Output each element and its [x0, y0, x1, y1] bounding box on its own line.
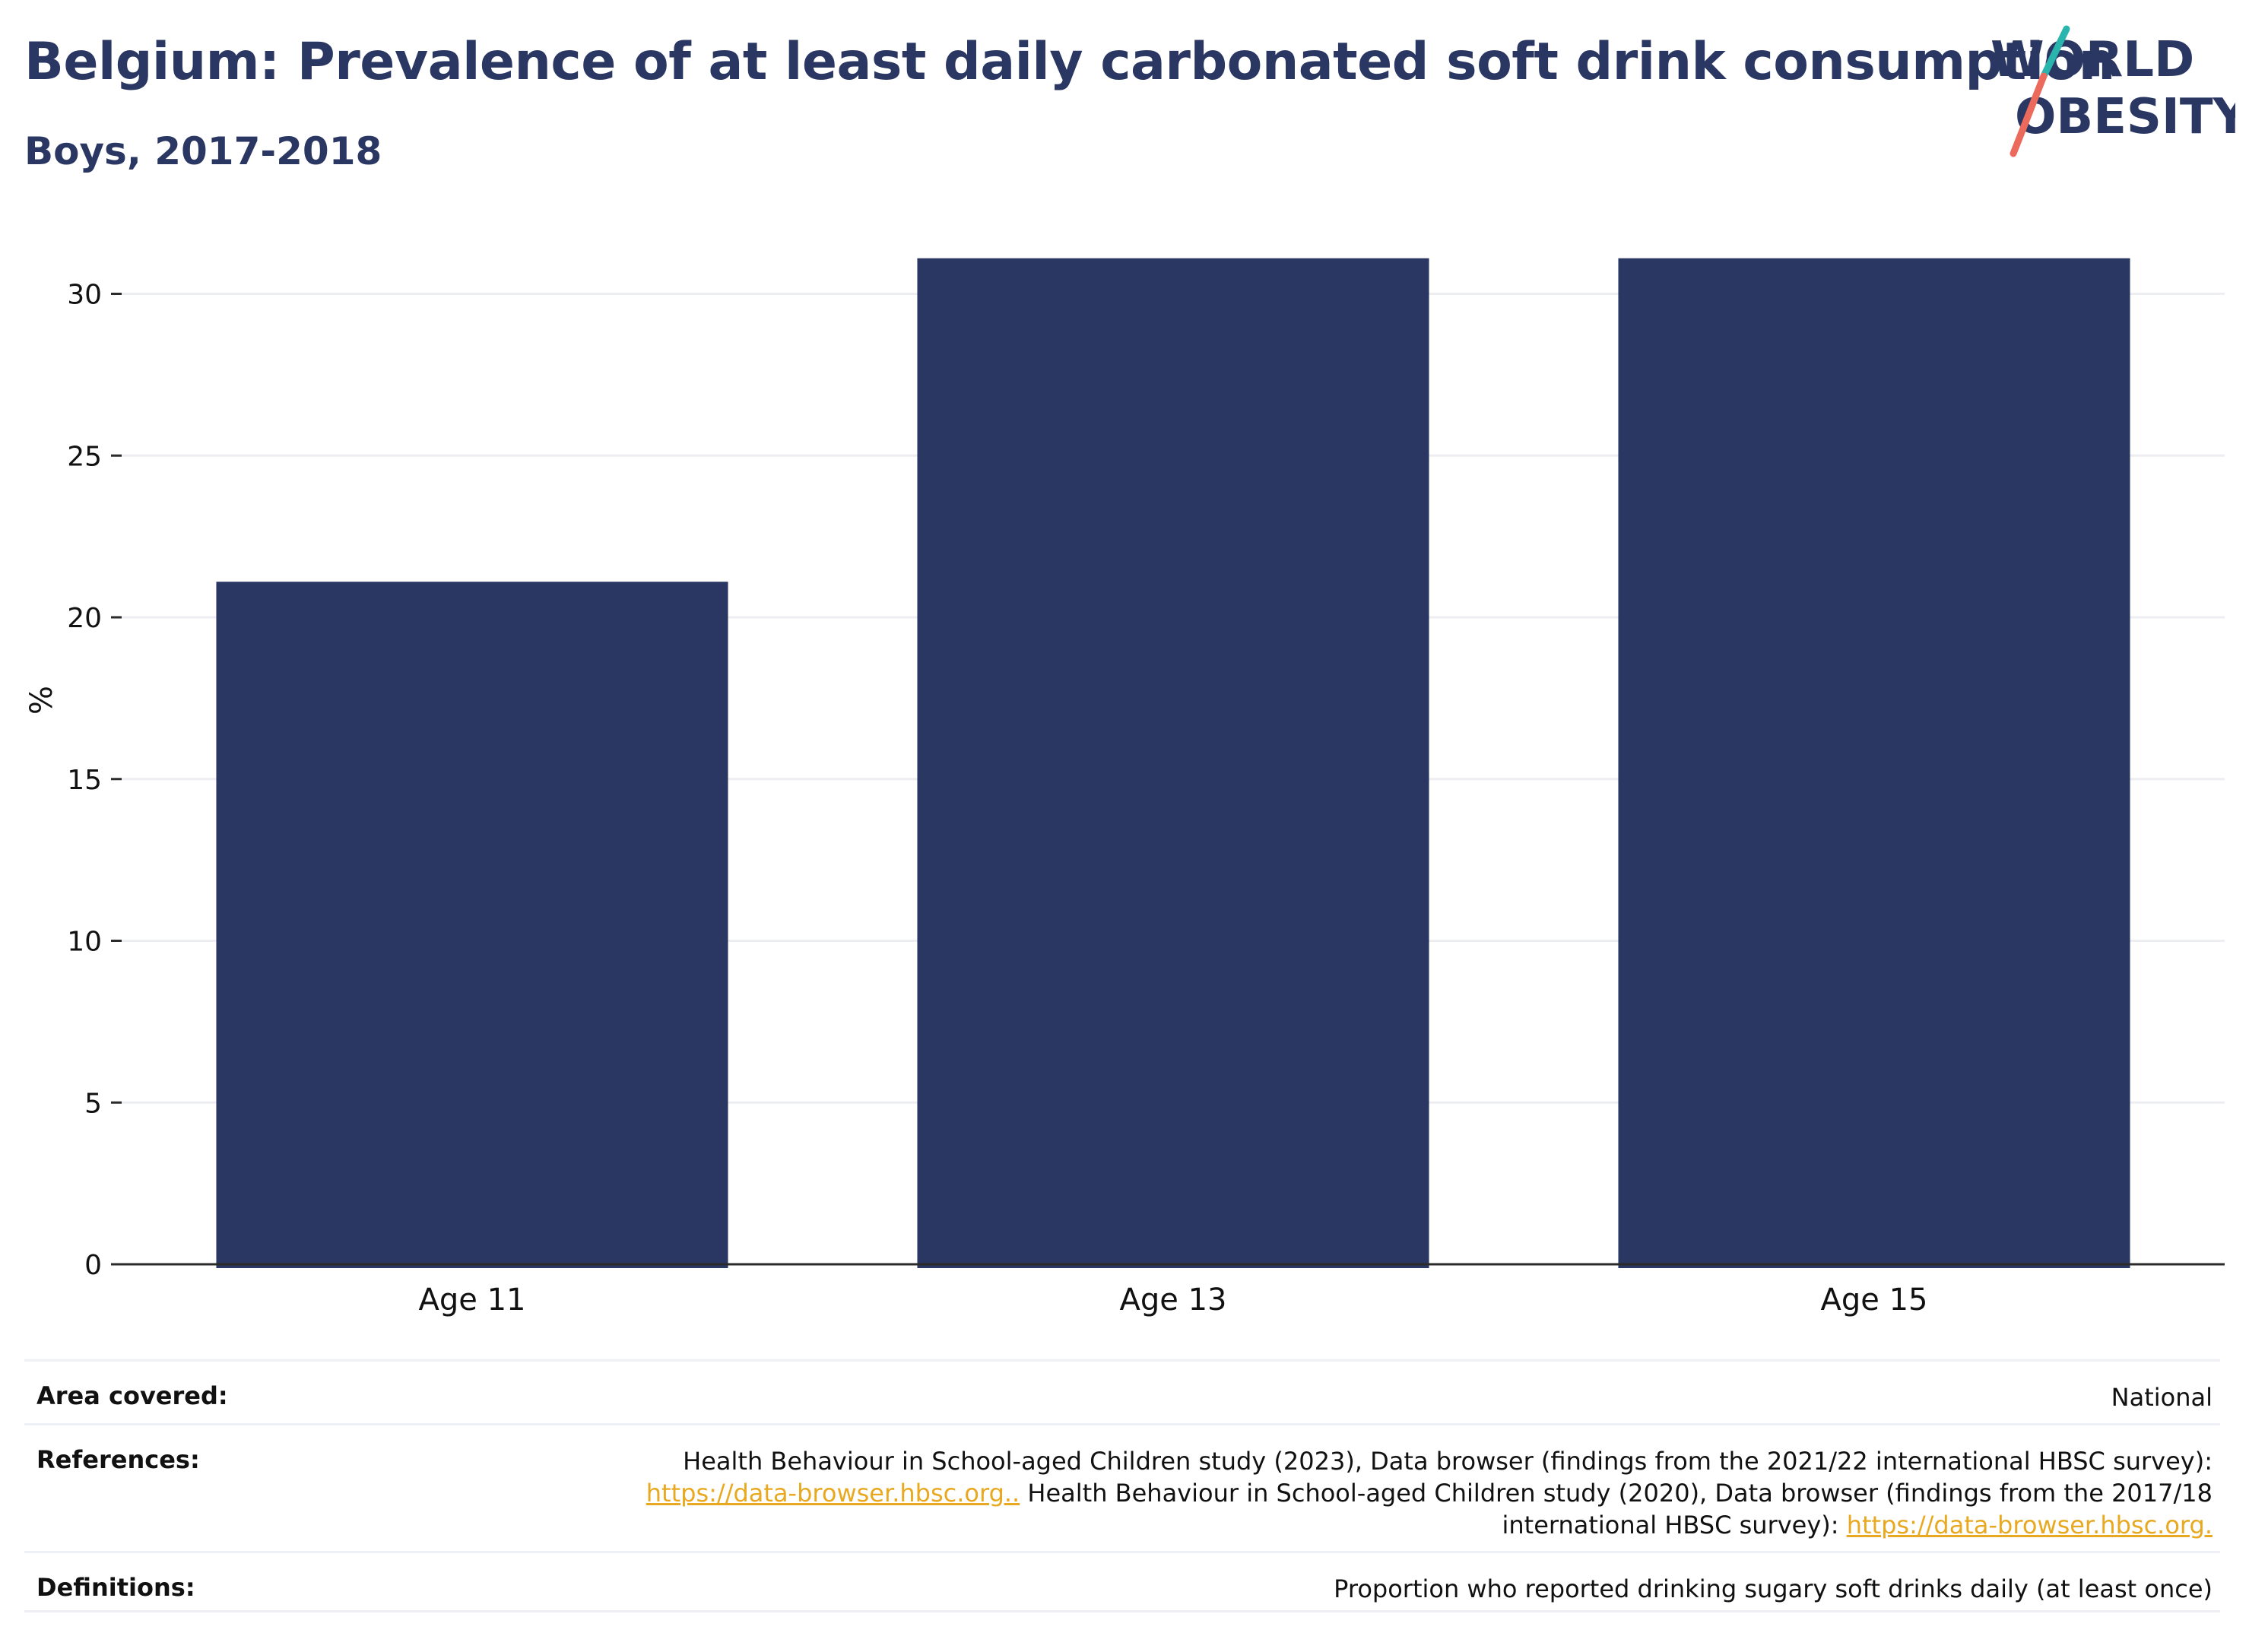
references-line-1: Health Behaviour in School-aged Children…: [683, 1447, 2213, 1476]
references-value: Health Behaviour in School-aged Children…: [646, 1445, 2213, 1541]
logo-word-obesity: OBESITY: [2015, 89, 2235, 145]
y-tick-label: 25: [67, 441, 102, 472]
x-tick-label: Age 15: [1821, 1283, 1928, 1317]
area-covered-label: Area covered:: [36, 1381, 228, 1410]
references-label: References:: [36, 1445, 200, 1474]
x-tick-label: Age 13: [1120, 1283, 1227, 1317]
logo-word-world: WORLD: [1990, 32, 2194, 88]
bars: [216, 258, 2130, 1268]
logo-slash-coral: [2010, 72, 2048, 157]
bar-age-15: [1618, 258, 2130, 1268]
references-line-2: https://data-browser.hbsc.org.. Health B…: [646, 1477, 2213, 1509]
bar-age-11: [216, 582, 728, 1268]
x-tick-label: Age 11: [419, 1283, 526, 1317]
references-line-3: international HBSC survey): https://data…: [646, 1509, 2213, 1541]
info-row-definitions: Definitions: Proportion who reported dri…: [24, 1551, 2220, 1612]
definitions-value: Proportion who reported drinking sugary …: [1334, 1574, 2213, 1603]
world-obesity-logo: WORLD OBESITY: [1990, 25, 2235, 157]
y-tick-label: 0: [84, 1250, 102, 1281]
reference-link-1[interactable]: https://data-browser.hbsc.org..: [646, 1479, 1020, 1508]
logo-slash-teal: [2040, 25, 2070, 80]
area-covered-value: National: [2111, 1383, 2213, 1412]
info-bottom-border: [24, 1610, 2220, 1612]
bar-age-13: [917, 258, 1429, 1268]
y-axis-ticks: 0 5 10 15 20 25 30: [67, 280, 122, 1281]
reference-link-2[interactable]: https://data-browser.hbsc.org.: [1846, 1511, 2213, 1539]
bar-chart: 0 5 10 15 20 25 30 Age 11 Age 13 Age 15: [67, 258, 2225, 1317]
info-row-area: Area covered: National: [24, 1359, 2220, 1423]
chart-title: Belgium: Prevalence of at least daily ca…: [24, 32, 2115, 92]
y-tick-label: 20: [67, 603, 102, 634]
definitions-label: Definitions:: [36, 1573, 195, 1602]
references-line-3-text: international HBSC survey):: [1502, 1511, 1847, 1539]
y-tick-label: 15: [67, 765, 102, 796]
chart-subtitle: Boys, 2017-2018: [24, 129, 382, 173]
references-line-2-text: Health Behaviour in School-aged Children…: [1020, 1479, 2213, 1508]
y-tick-label: 10: [67, 927, 102, 958]
info-row-references: References: Health Behaviour in School-a…: [24, 1423, 2220, 1551]
y-tick-label: 30: [67, 280, 102, 311]
x-axis-labels: Age 11 Age 13 Age 15: [419, 1283, 1928, 1317]
y-axis-label: %: [24, 685, 59, 715]
y-tick-label: 5: [84, 1088, 102, 1119]
